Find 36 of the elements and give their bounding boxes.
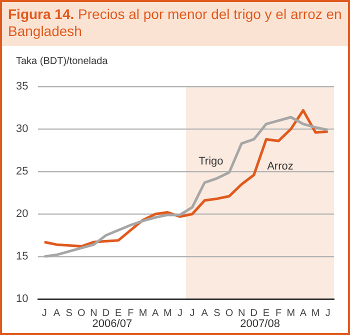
x-tick-label: A [300, 308, 307, 319]
text: 2007/08 [240, 318, 280, 330]
x-tick-label: F [275, 308, 282, 319]
x-tick-label: M [163, 308, 172, 319]
text: 2006/07 [92, 318, 132, 330]
x-tick-label: J [190, 308, 195, 319]
x-tick-label: N [238, 308, 246, 319]
x-tick-label: F [128, 308, 134, 319]
x-tick-label: O [77, 308, 86, 319]
x-tick-label: E [262, 308, 270, 319]
x-tick-label: A [152, 308, 159, 319]
y-tick-label: 10 [16, 293, 28, 306]
x-tick-label: D [102, 308, 110, 319]
x-tick-label: J [177, 308, 182, 319]
y-axis-title: Taka (BDT)/tonelada [15, 55, 109, 69]
y-tick-label: 30 [16, 123, 28, 136]
x-tick-label: E [115, 308, 122, 319]
x-tick-label: D [250, 308, 258, 319]
y-tick-label: 25 [16, 166, 28, 178]
x-tick-label: S [66, 308, 73, 319]
x-tick-label: M [286, 308, 296, 319]
x-tick-label: M [138, 308, 148, 319]
series-label: Arroz [267, 160, 294, 172]
series-label: Trigo [198, 155, 224, 168]
y-tick-label: 20 [16, 208, 28, 220]
y-tick-label: 15 [16, 250, 28, 263]
x-tick-label: J [42, 308, 47, 319]
y-tick-label: 35 [16, 80, 28, 93]
x-tick-label: A [53, 308, 60, 319]
x-tick-label: S [214, 308, 221, 319]
x-tick-label: J [325, 308, 330, 319]
x-tick-label: A [201, 308, 208, 319]
x-tick-label: M [311, 308, 320, 319]
x-tick-label: N [90, 308, 98, 319]
chart-title: Figura 14. Precios al por menor del trigo y el arroz en Bangladesh [8, 6, 342, 39]
x-tick-label: O [225, 308, 234, 319]
